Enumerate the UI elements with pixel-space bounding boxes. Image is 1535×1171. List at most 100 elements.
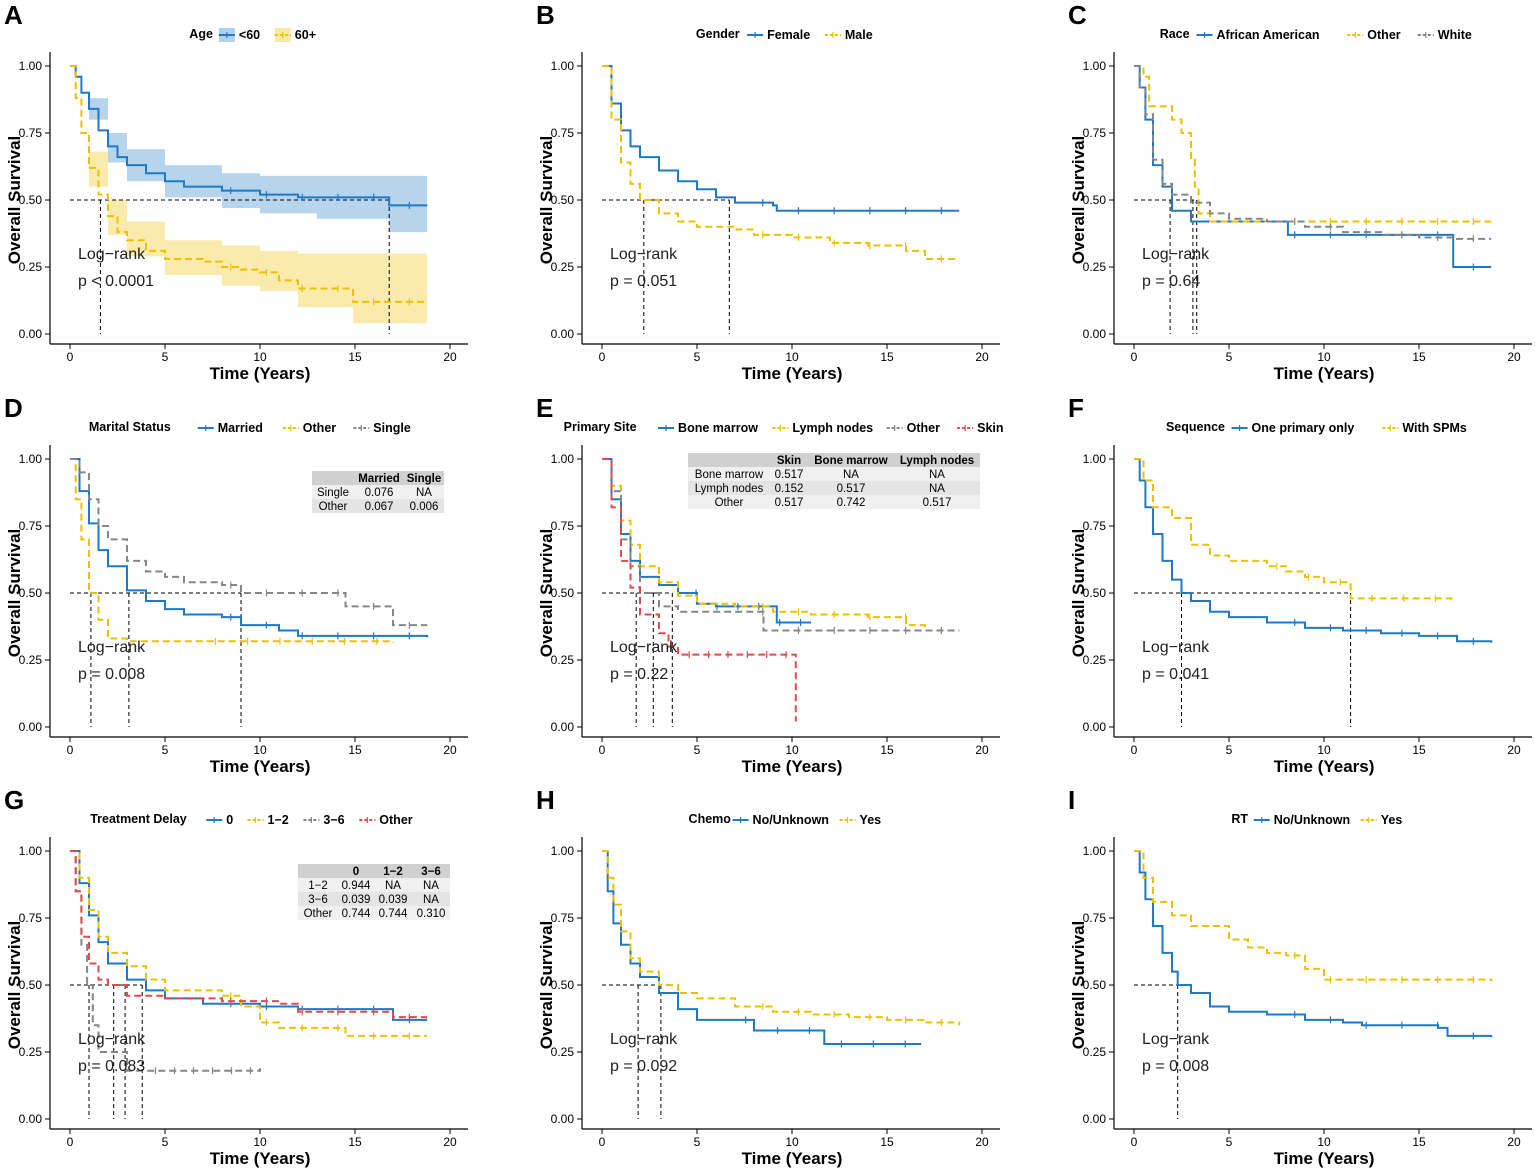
- legend-entry: 60+: [295, 28, 316, 42]
- x-tick-label: 15: [348, 743, 362, 757]
- x-tick-label: 10: [253, 743, 267, 757]
- pvalue-table: Skin Bone marrow Lymph nodes Bone marrow 0.5…: [688, 453, 980, 509]
- y-tick-label: 0.75: [19, 911, 43, 925]
- ci-band-1: [70, 66, 428, 324]
- y-tick-label: 0.25: [1083, 1045, 1107, 1059]
- x-tick-label: 15: [348, 350, 362, 364]
- table-cell: 0.742: [837, 497, 866, 509]
- logrank-pvalue: p < 0.0001: [78, 273, 154, 290]
- table-row-bg: [688, 481, 980, 495]
- x-tick-label: 15: [1412, 743, 1426, 757]
- legend-title: Race: [1160, 27, 1190, 41]
- x-tick-label: 20: [443, 743, 457, 757]
- table-cell: Other: [304, 908, 333, 920]
- table-cell: NA: [423, 894, 439, 906]
- x-tick-label: 5: [1226, 743, 1233, 757]
- table-cell: 0.076: [365, 487, 394, 499]
- legend: Chemo No/Unknown Yes: [689, 812, 882, 827]
- y-tick-label: 0.00: [1083, 720, 1107, 734]
- x-axis-title: Time (Years): [210, 1149, 311, 1168]
- panel-label: I: [1068, 785, 1075, 815]
- legend: Sequence One primary only With SPMs: [1166, 420, 1467, 435]
- y-tick-label: 0.75: [1083, 126, 1107, 140]
- y-tick-label: 0.50: [1083, 978, 1107, 992]
- table-cell: 0.517: [775, 469, 804, 481]
- y-tick-label: 0.50: [1083, 193, 1107, 207]
- legend: Gender Female Male: [696, 27, 873, 42]
- panel-label: D: [4, 393, 23, 423]
- y-axis-title: Overall Survival: [1069, 529, 1088, 658]
- y-tick-label: 1.00: [1083, 59, 1107, 73]
- y-tick-label: 1.00: [551, 452, 575, 466]
- y-axis-title: Overall Survival: [5, 921, 24, 1050]
- table-cell: 0.517: [837, 483, 866, 495]
- logrank-label: Log−rank: [78, 1031, 146, 1048]
- x-tick-label: 20: [443, 1135, 457, 1149]
- km-curve-1: [602, 850, 961, 1026]
- x-tick-label: 10: [253, 1135, 267, 1149]
- km-curve-1: [1134, 458, 1453, 600]
- table-cell: Lymph nodes: [695, 483, 764, 495]
- legend-entry: No/Unknown: [753, 813, 829, 827]
- legend-entry: With SPMs: [1402, 421, 1467, 435]
- legend: Primary Site Bone marrow Lymph nodes Other S…: [564, 420, 1004, 435]
- table-header-cell: 3−6: [421, 866, 441, 878]
- x-axis-title: Time (Years): [210, 757, 311, 776]
- legend-title: Primary Site: [564, 420, 637, 434]
- y-tick-label: 0.00: [551, 1112, 575, 1126]
- table-cell: Other: [319, 501, 348, 513]
- table-cell: NA: [416, 487, 432, 499]
- table-cell: Other: [715, 497, 744, 509]
- x-tick-label: 5: [162, 1135, 169, 1149]
- y-axis-title: Overall Survival: [1069, 136, 1088, 265]
- table-header-cell: Married: [358, 473, 400, 485]
- x-axis-title: Time (Years): [1274, 757, 1375, 776]
- km-curve-0: [70, 65, 428, 207]
- legend-entry: Yes: [860, 813, 882, 827]
- y-tick-label: 0.50: [19, 193, 43, 207]
- x-tick-label: 0: [1131, 1135, 1138, 1149]
- panel-e: E 0.00 0.25 0.50 0.75 1.00 0 5 10 15 20 Time (Years…: [536, 393, 1004, 776]
- logrank-pvalue: p = 0.64: [1142, 273, 1200, 290]
- legend: Age <60 60+: [189, 27, 316, 42]
- legend-entry: White: [1438, 28, 1472, 42]
- y-axis-title: Overall Survival: [537, 529, 556, 658]
- table-cell: 0.944: [342, 880, 371, 892]
- x-tick-label: 20: [1507, 743, 1521, 757]
- legend-title: RT: [1231, 812, 1248, 826]
- x-tick-label: 0: [599, 743, 606, 757]
- y-tick-label: 0.00: [19, 720, 43, 734]
- km-curve-3: [70, 850, 428, 1019]
- x-tick-label: 5: [694, 1135, 701, 1149]
- km-curve-1: [602, 65, 960, 260]
- y-tick-label: 0.50: [1083, 586, 1107, 600]
- x-tick-label: 0: [1131, 350, 1138, 364]
- table-header-cell: Bone marrow: [814, 455, 888, 467]
- x-tick-label: 10: [785, 1135, 799, 1149]
- legend-title: Sequence: [1166, 420, 1225, 434]
- table-cell: NA: [385, 880, 401, 892]
- x-tick-label: 0: [599, 1135, 606, 1149]
- logrank-label: Log−rank: [610, 1031, 678, 1048]
- panel-b: B 0.00 0.25 0.50 0.75 1.00 0 5 10 15 20 Time (Years…: [536, 0, 1000, 383]
- x-tick-label: 0: [67, 743, 74, 757]
- table-cell: 1−2: [308, 880, 328, 892]
- table-row-bg: [312, 499, 444, 513]
- y-tick-label: 0.75: [551, 126, 575, 140]
- legend-entry: Other: [1367, 28, 1400, 42]
- y-tick-label: 1.00: [19, 452, 43, 466]
- km-curve-0: [602, 850, 922, 1045]
- x-tick-label: 20: [443, 350, 457, 364]
- x-tick-label: 0: [67, 350, 74, 364]
- panel-a: A 0.00 0.25 0.50 0.75 1.00 0 5 10 15 20 Time (Years…: [4, 0, 468, 383]
- y-tick-label: 0.50: [551, 193, 575, 207]
- x-axis-title: Time (Years): [1274, 364, 1375, 383]
- km-curve-0: [1134, 850, 1493, 1038]
- km-curve-2: [70, 458, 428, 627]
- y-tick-label: 0.25: [19, 260, 43, 274]
- logrank-label: Log−rank: [610, 246, 678, 263]
- table-cell: NA: [929, 483, 945, 495]
- x-tick-label: 20: [975, 743, 989, 757]
- table-cell: 0.744: [379, 908, 408, 920]
- y-axis-title: Overall Survival: [537, 136, 556, 265]
